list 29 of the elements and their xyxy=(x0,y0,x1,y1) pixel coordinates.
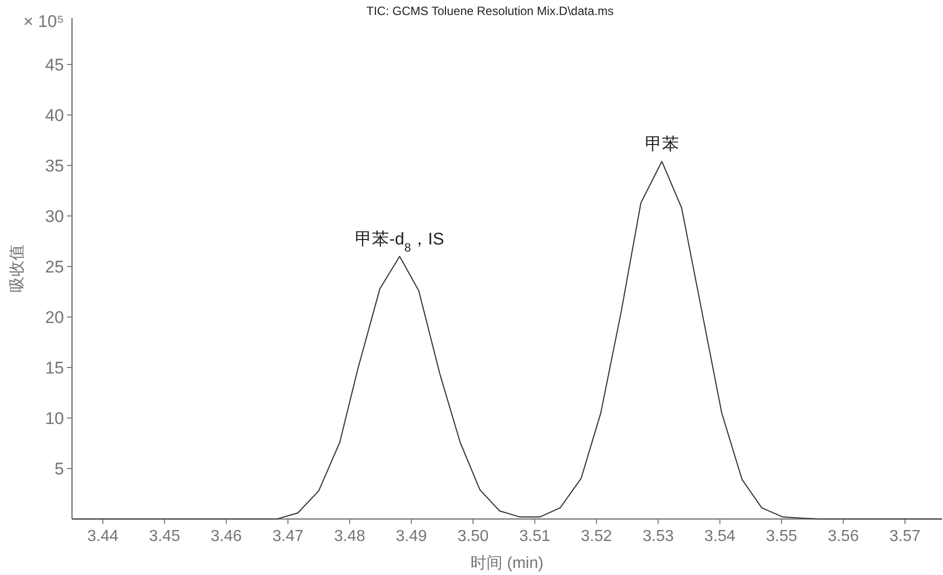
text: × 10⁵ xyxy=(23,12,64,31)
y-tick-label: 25 xyxy=(45,257,64,276)
y-tick-label: 45 xyxy=(45,55,64,74)
x-tick-label: 3.49 xyxy=(396,528,428,545)
y-tick-label: 20 xyxy=(45,308,64,327)
x-tick-label: 3.50 xyxy=(457,528,489,545)
annotation: 甲苯-d$_{8}$，IS xyxy=(355,229,444,254)
y-tick-label: 35 xyxy=(45,156,64,176)
y-axis-title: 吸收值 xyxy=(9,244,26,292)
x-tick-label: 3.53 xyxy=(642,528,674,545)
y-tick-label: 5 xyxy=(54,459,64,478)
x-tick-label: 3.51 xyxy=(519,528,550,545)
y-tick-label: 30 xyxy=(45,206,64,226)
x-axis-title: 时间 (min) xyxy=(470,554,544,572)
x-tick-label: 3.56 xyxy=(828,528,859,545)
x-tick-label: 3.45 xyxy=(148,528,180,545)
chart-title: TIC: GCMS Toluene Resolution Mix.D\data.ms xyxy=(366,4,614,18)
x-tick-label: 3.46 xyxy=(210,528,242,545)
x-tick-label: 3.55 xyxy=(766,528,798,545)
y-tick-label: 40 xyxy=(45,106,64,125)
x-tick-label: 3.44 xyxy=(87,528,119,545)
x-tick-label: 3.54 xyxy=(704,528,736,545)
x-tick-label: 3.48 xyxy=(334,528,366,545)
y-tick-label: 15 xyxy=(45,358,64,378)
x-tick-label: 3.57 xyxy=(889,528,921,545)
annotation: 甲苯 xyxy=(644,134,679,154)
x-tick-label: 3.52 xyxy=(580,528,612,545)
y-tick-label: 10 xyxy=(45,408,64,428)
x-tick-label: 3.47 xyxy=(272,528,304,545)
